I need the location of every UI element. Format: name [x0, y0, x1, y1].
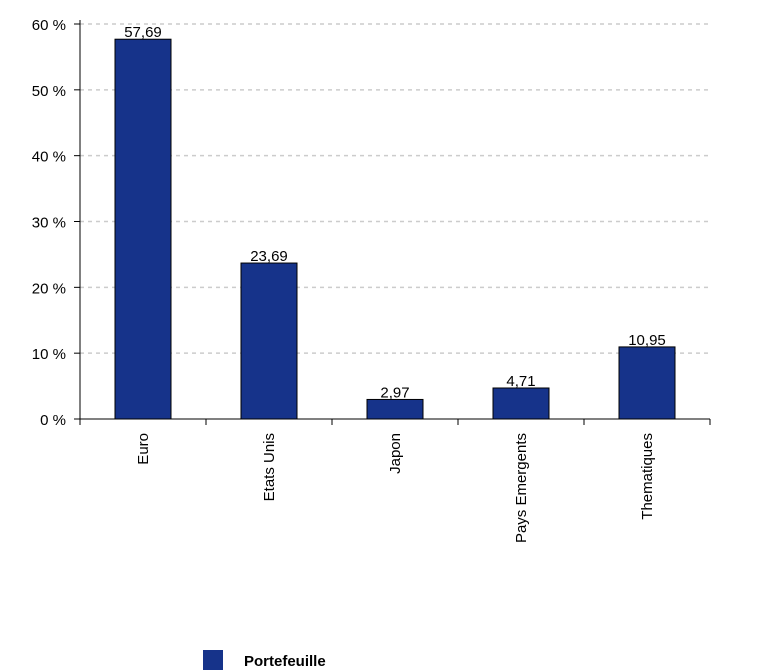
x-tick-label: Japon [387, 433, 404, 474]
legend-swatch [203, 650, 223, 670]
bar-japon [366, 398, 424, 420]
bars [114, 38, 676, 420]
y-tick-label: 40 % [32, 149, 66, 166]
bar-pays-emergents [492, 387, 550, 420]
bar-chart-plot: 0 % 10 % 20 % 30 % 40 % 50 % 60 % 57,69 Euro 23,6… [32, 17, 711, 543]
y-tick-label: 30 % [32, 215, 66, 232]
y-tick-label: 10 % [32, 346, 66, 363]
data-label: 2,97 [380, 384, 409, 401]
legend: Portefeuille [203, 650, 326, 670]
bar-etats-unis [240, 262, 298, 420]
y-tick-label: 0 % [40, 412, 66, 429]
labels: 0 % 10 % 20 % 30 % 40 % 50 % 60 % 57,69 Euro 23,6… [32, 17, 666, 543]
data-label: 10,95 [628, 332, 666, 349]
y-tick-label: 50 % [32, 83, 66, 100]
bar-thematiques [618, 346, 676, 420]
legend-label-portefeuille: Portefeuille [244, 653, 326, 670]
data-label: 57,69 [124, 24, 162, 41]
x-tick-label: Etats Unis [261, 433, 278, 501]
x-tick-label: Euro [135, 433, 152, 465]
x-tick-label: Thematiques [639, 433, 656, 520]
data-label: 23,69 [250, 248, 288, 265]
y-tick-label: 60 % [32, 17, 66, 34]
x-tick-label: Pays Emergents [513, 433, 530, 543]
y-tick-label: 20 % [32, 280, 66, 297]
gridlines [80, 23, 710, 354]
data-label: 4,71 [506, 373, 535, 390]
bar-euro [114, 38, 172, 420]
